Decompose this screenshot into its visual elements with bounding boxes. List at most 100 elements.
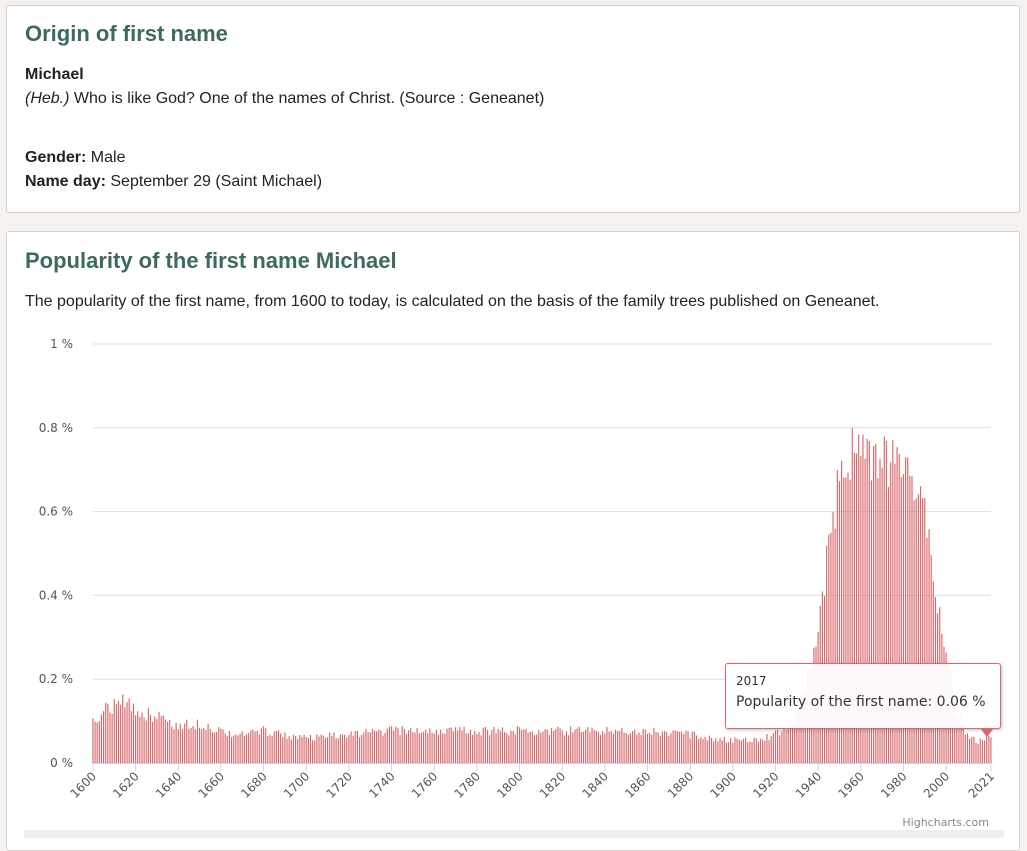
bar[interactable] bbox=[902, 474, 905, 763]
bar[interactable] bbox=[591, 727, 593, 763]
bar[interactable] bbox=[258, 734, 260, 763]
bar[interactable] bbox=[631, 731, 634, 763]
bar[interactable] bbox=[617, 730, 619, 763]
bar[interactable] bbox=[794, 721, 796, 763]
bar[interactable] bbox=[216, 731, 218, 763]
bar[interactable] bbox=[237, 735, 239, 763]
bar[interactable] bbox=[725, 742, 728, 763]
bar[interactable] bbox=[911, 476, 913, 763]
bar[interactable] bbox=[491, 730, 493, 763]
bar[interactable] bbox=[425, 729, 427, 763]
bar[interactable] bbox=[128, 698, 130, 763]
bar[interactable] bbox=[284, 732, 286, 763]
bar[interactable] bbox=[875, 444, 877, 763]
bar[interactable] bbox=[766, 733, 768, 763]
bar[interactable] bbox=[399, 735, 401, 763]
bar[interactable] bbox=[303, 734, 305, 763]
bar[interactable] bbox=[536, 734, 538, 763]
bar[interactable] bbox=[405, 733, 408, 763]
bar[interactable] bbox=[787, 726, 789, 763]
bar[interactable] bbox=[964, 734, 966, 763]
bar[interactable] bbox=[299, 734, 301, 763]
bar[interactable] bbox=[890, 462, 892, 763]
bar[interactable] bbox=[721, 740, 723, 763]
bar[interactable] bbox=[706, 740, 708, 763]
bar[interactable] bbox=[685, 730, 687, 763]
bar[interactable] bbox=[152, 721, 154, 763]
bar[interactable] bbox=[294, 736, 297, 763]
bar[interactable] bbox=[262, 726, 265, 763]
bar[interactable] bbox=[431, 732, 433, 763]
bar[interactable] bbox=[316, 734, 318, 763]
bar[interactable] bbox=[92, 718, 94, 763]
bar[interactable] bbox=[141, 712, 143, 763]
bar[interactable] bbox=[126, 702, 128, 763]
bar[interactable] bbox=[930, 554, 932, 763]
bar[interactable] bbox=[619, 730, 621, 763]
bar[interactable] bbox=[98, 720, 100, 763]
bar[interactable] bbox=[580, 731, 582, 763]
bar[interactable] bbox=[986, 735, 988, 763]
bar[interactable] bbox=[333, 732, 335, 763]
bar[interactable] bbox=[190, 728, 192, 763]
bar[interactable] bbox=[834, 528, 836, 763]
bar[interactable] bbox=[358, 737, 361, 763]
bar[interactable] bbox=[307, 737, 309, 763]
bar[interactable] bbox=[397, 728, 399, 763]
bar[interactable] bbox=[621, 727, 623, 763]
bar[interactable] bbox=[864, 458, 866, 763]
bar[interactable] bbox=[252, 729, 254, 763]
bar[interactable] bbox=[919, 486, 922, 763]
bar[interactable] bbox=[416, 728, 418, 763]
bar[interactable] bbox=[230, 737, 233, 763]
bar[interactable] bbox=[651, 734, 653, 763]
bar[interactable] bbox=[723, 736, 725, 763]
bar[interactable] bbox=[467, 733, 469, 763]
bar[interactable] bbox=[220, 728, 222, 763]
bar[interactable] bbox=[894, 463, 896, 763]
bar[interactable] bbox=[855, 453, 858, 763]
bar[interactable] bbox=[689, 738, 691, 763]
bar[interactable] bbox=[657, 732, 659, 763]
popularity-chart[interactable]: 0 % 0.2 % 0.4 % 0.6 % 0.8 % 1 % 1600 1620 1640 1… bbox=[7, 232, 1019, 837]
bar[interactable] bbox=[489, 735, 491, 763]
bar[interactable] bbox=[597, 731, 600, 763]
bar[interactable] bbox=[495, 733, 497, 763]
bar[interactable] bbox=[241, 731, 243, 763]
bar[interactable] bbox=[297, 739, 299, 763]
bar[interactable] bbox=[350, 731, 352, 763]
bar[interactable] bbox=[553, 730, 555, 763]
bar[interactable] bbox=[926, 538, 928, 763]
bar[interactable] bbox=[582, 731, 585, 763]
bar[interactable] bbox=[109, 712, 111, 763]
bar[interactable] bbox=[862, 434, 864, 763]
bar[interactable] bbox=[166, 721, 169, 763]
bar[interactable] bbox=[137, 711, 139, 763]
bar[interactable] bbox=[478, 731, 480, 763]
bar[interactable] bbox=[642, 728, 644, 763]
bar[interactable] bbox=[250, 730, 252, 763]
bar[interactable] bbox=[218, 727, 220, 763]
bar[interactable] bbox=[544, 729, 546, 763]
bar[interactable] bbox=[595, 730, 597, 763]
bar[interactable] bbox=[346, 737, 348, 763]
bar[interactable] bbox=[764, 740, 766, 763]
bar[interactable] bbox=[672, 730, 674, 763]
bar[interactable] bbox=[371, 728, 373, 763]
bar[interactable] bbox=[885, 440, 887, 763]
bar[interactable] bbox=[211, 732, 213, 763]
bar[interactable] bbox=[222, 729, 224, 763]
highcharts-credit[interactable]: Highcharts.com bbox=[902, 816, 989, 829]
bar[interactable] bbox=[506, 733, 508, 763]
bar[interactable] bbox=[529, 731, 531, 763]
bar[interactable] bbox=[546, 729, 548, 763]
bar[interactable] bbox=[896, 447, 898, 763]
bar[interactable] bbox=[322, 735, 324, 763]
bar[interactable] bbox=[958, 718, 960, 763]
bar[interactable] bbox=[275, 730, 277, 763]
bar[interactable] bbox=[154, 716, 156, 763]
bar[interactable] bbox=[828, 534, 830, 763]
bar[interactable] bbox=[700, 737, 702, 763]
bar[interactable] bbox=[320, 734, 322, 763]
bar[interactable] bbox=[525, 728, 527, 763]
